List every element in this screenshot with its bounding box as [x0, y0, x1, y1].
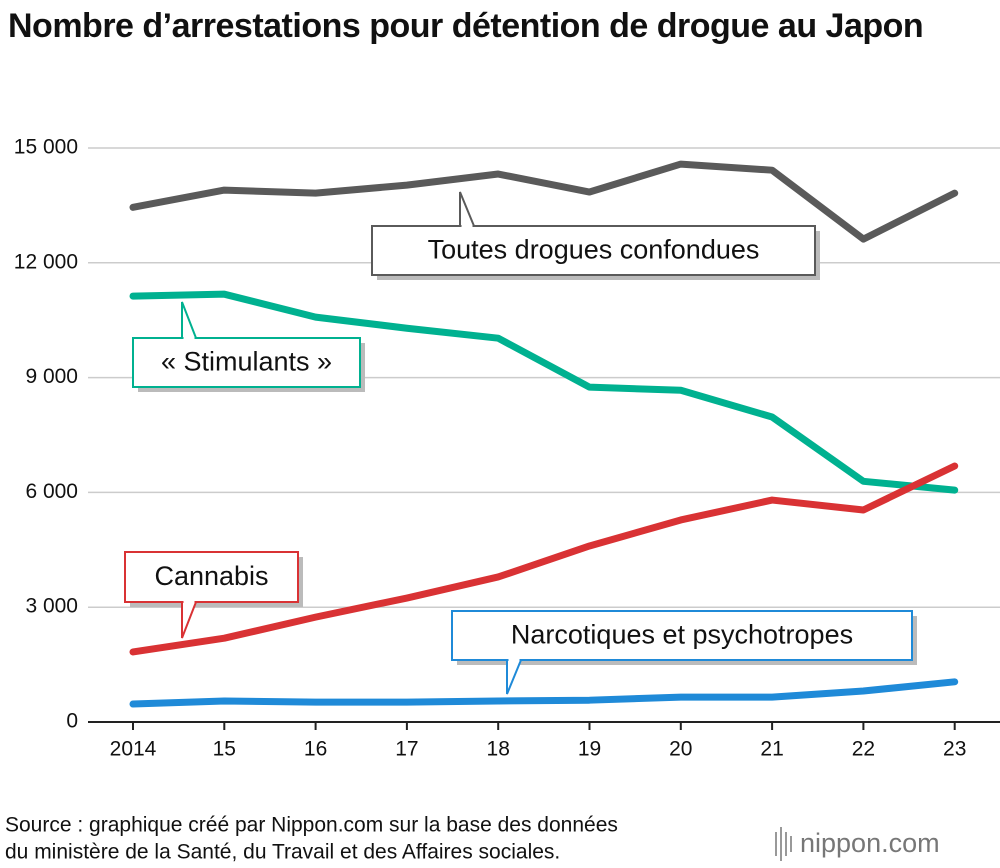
x-tick-label: 23 [943, 738, 966, 761]
x-tick-label: 22 [852, 738, 875, 761]
callout-pointer [181, 301, 198, 339]
x-tick-label: 15 [213, 738, 236, 761]
series-line [129, 160, 959, 243]
x-tick-label: 17 [395, 738, 418, 761]
x-tick-label: 19 [578, 738, 601, 761]
series-line [129, 462, 959, 656]
logo-icon [775, 827, 792, 861]
legend-label: Toutes drogues confondues [428, 235, 760, 265]
logo: nippon.com [800, 828, 940, 858]
x-tick-label: 16 [304, 738, 327, 761]
y-tick-label: 0 [66, 710, 78, 733]
source-line: du ministère de la Santé, du Travail et … [5, 841, 560, 864]
callout-box [371, 225, 816, 276]
y-tick-label: 9 000 [25, 365, 78, 388]
source-line: Source : graphique créé par Nippon.com s… [5, 814, 618, 837]
y-tick-label: 3 000 [25, 595, 78, 618]
callout-box [132, 337, 361, 388]
callout-pointer [459, 191, 476, 227]
y-tick-label: 15 000 [14, 136, 78, 159]
legend-label: Cannabis [154, 561, 268, 591]
legend-label: « Stimulants » [161, 347, 332, 377]
series-line [129, 290, 959, 494]
x-tick-label: 20 [669, 738, 692, 761]
callout-box [451, 610, 913, 661]
x-tick-label: 21 [760, 738, 783, 761]
callout-box [124, 551, 299, 603]
callout-pointer [181, 601, 198, 639]
y-tick-label: 6 000 [25, 480, 78, 503]
callout-pointer [506, 659, 523, 695]
legend-label: Narcotiques et psychotropes [511, 620, 853, 650]
series-line [129, 678, 959, 708]
x-tick-label: 18 [487, 738, 510, 761]
x-tick-label: 2014 [110, 738, 157, 761]
chart-title: Nombre d’arrestations pour détention de … [8, 7, 924, 45]
y-tick-label: 12 000 [14, 250, 78, 273]
